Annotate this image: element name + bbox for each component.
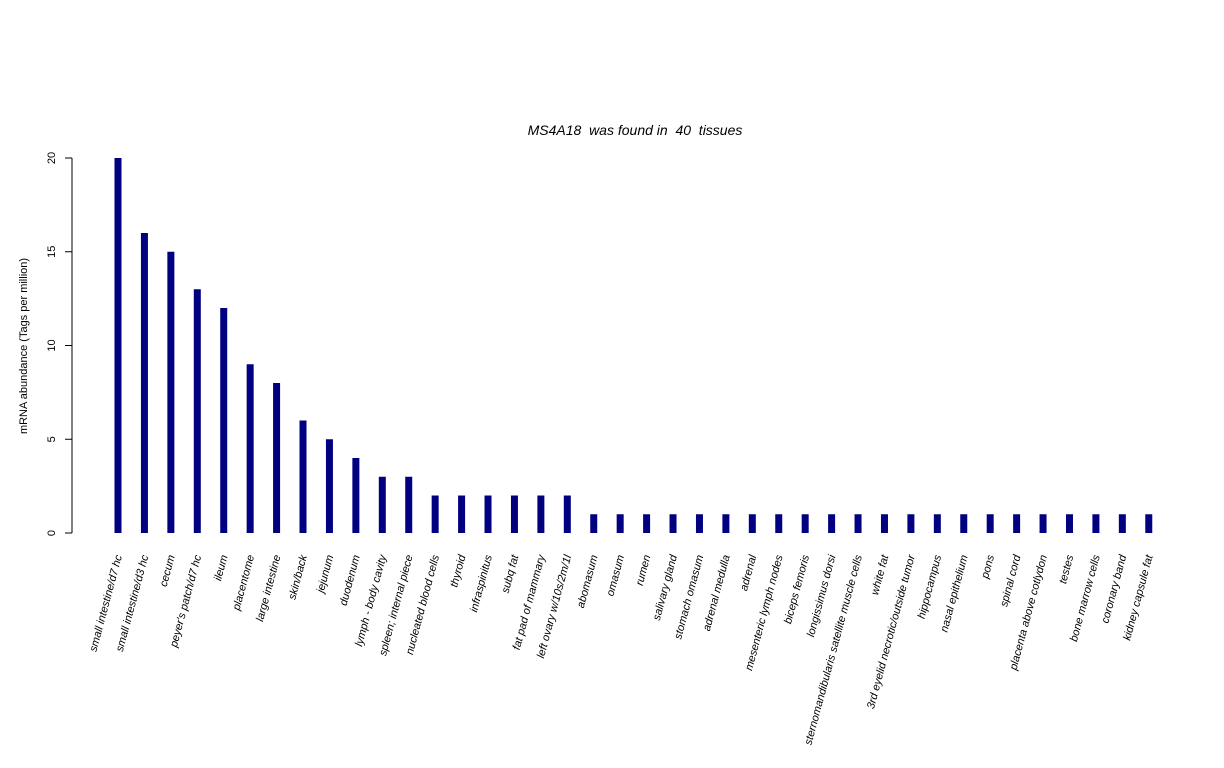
bar: [273, 383, 281, 533]
bar: [775, 514, 783, 533]
chart-title: MS4A18 was found in 40 tissues: [528, 122, 743, 138]
x-tick-label: placentome: [230, 554, 257, 613]
x-tick-label: salivary gland: [651, 553, 680, 622]
x-tick-label: biceps femoris: [782, 553, 812, 625]
x-tick-label: white fat: [869, 553, 891, 597]
bar: [458, 495, 466, 533]
bar: [1092, 514, 1100, 533]
bar: [510, 495, 518, 533]
y-tick-label: 15: [46, 246, 58, 258]
x-tick-label: sternomandibularis satellite muscle cell…: [803, 553, 866, 746]
bar: [880, 514, 888, 533]
bar: [220, 308, 228, 533]
bar: [643, 514, 651, 533]
x-tick-label: jejunum: [314, 554, 336, 596]
bar: [325, 439, 333, 533]
x-tick-label: ileum: [212, 554, 230, 583]
y-axis-label: mRNA abundance (Tags per million): [18, 258, 30, 434]
bar: [1118, 514, 1126, 533]
x-tick-label: spinal cord: [998, 553, 1024, 608]
bar: [563, 495, 571, 533]
x-tick-label: thyroid: [448, 553, 468, 589]
bar: [669, 514, 677, 533]
x-tick-label: hippocampus: [916, 553, 945, 620]
bar: [748, 514, 756, 533]
x-tick-label: duodenum: [338, 554, 363, 607]
bar: [1065, 514, 1073, 533]
y-axis-ticks: 0 5 10 15 20: [46, 152, 72, 536]
bar: [484, 495, 492, 533]
x-tick-label: coronary band: [1099, 553, 1129, 625]
bar: [1145, 514, 1153, 533]
bar: [378, 476, 386, 533]
bar: [960, 514, 968, 533]
bar: [431, 495, 439, 533]
y-tick-label: 0: [46, 530, 58, 536]
bar: [828, 514, 836, 533]
x-tick-label: abomasum: [575, 554, 601, 610]
bar: [616, 514, 624, 533]
x-tick-label: adrenal medulla: [701, 554, 733, 633]
y-tick-label: 10: [46, 339, 58, 351]
x-tick-label: adrenal: [738, 553, 759, 592]
bar: [193, 289, 201, 533]
x-tick-label: skin/back: [286, 553, 310, 601]
x-tick-label: nasal epithelium: [938, 554, 970, 634]
bar: [405, 476, 413, 533]
bar: [854, 514, 862, 533]
bar: [722, 514, 730, 533]
bar: [907, 514, 915, 533]
bar: [933, 514, 941, 533]
bar: [695, 514, 703, 533]
y-tick-label: 20: [46, 152, 58, 164]
bar: [352, 458, 360, 533]
bar: [140, 233, 148, 533]
x-tick-label: pons: [979, 553, 997, 581]
bar: [246, 364, 254, 533]
x-tick-label: rumen: [634, 554, 654, 587]
x-tick-label: cecum: [158, 554, 178, 588]
bar: [590, 514, 598, 533]
x-tick-label: infraspinitus: [468, 553, 495, 613]
x-tick-label: subq fat: [500, 553, 522, 595]
bar: [801, 514, 809, 533]
y-tick-label: 5: [46, 436, 58, 442]
x-tick-label: omasum: [605, 554, 628, 598]
x-tick-label: large intestine: [254, 554, 283, 623]
bar: [167, 251, 175, 533]
bar: [299, 420, 307, 533]
bar: [1039, 514, 1047, 533]
bar: [986, 514, 994, 533]
bar: [1013, 514, 1021, 533]
x-tick-label: testes: [1057, 553, 1076, 585]
bar: [537, 495, 545, 533]
bars: [114, 158, 1153, 533]
bar: [114, 158, 122, 533]
